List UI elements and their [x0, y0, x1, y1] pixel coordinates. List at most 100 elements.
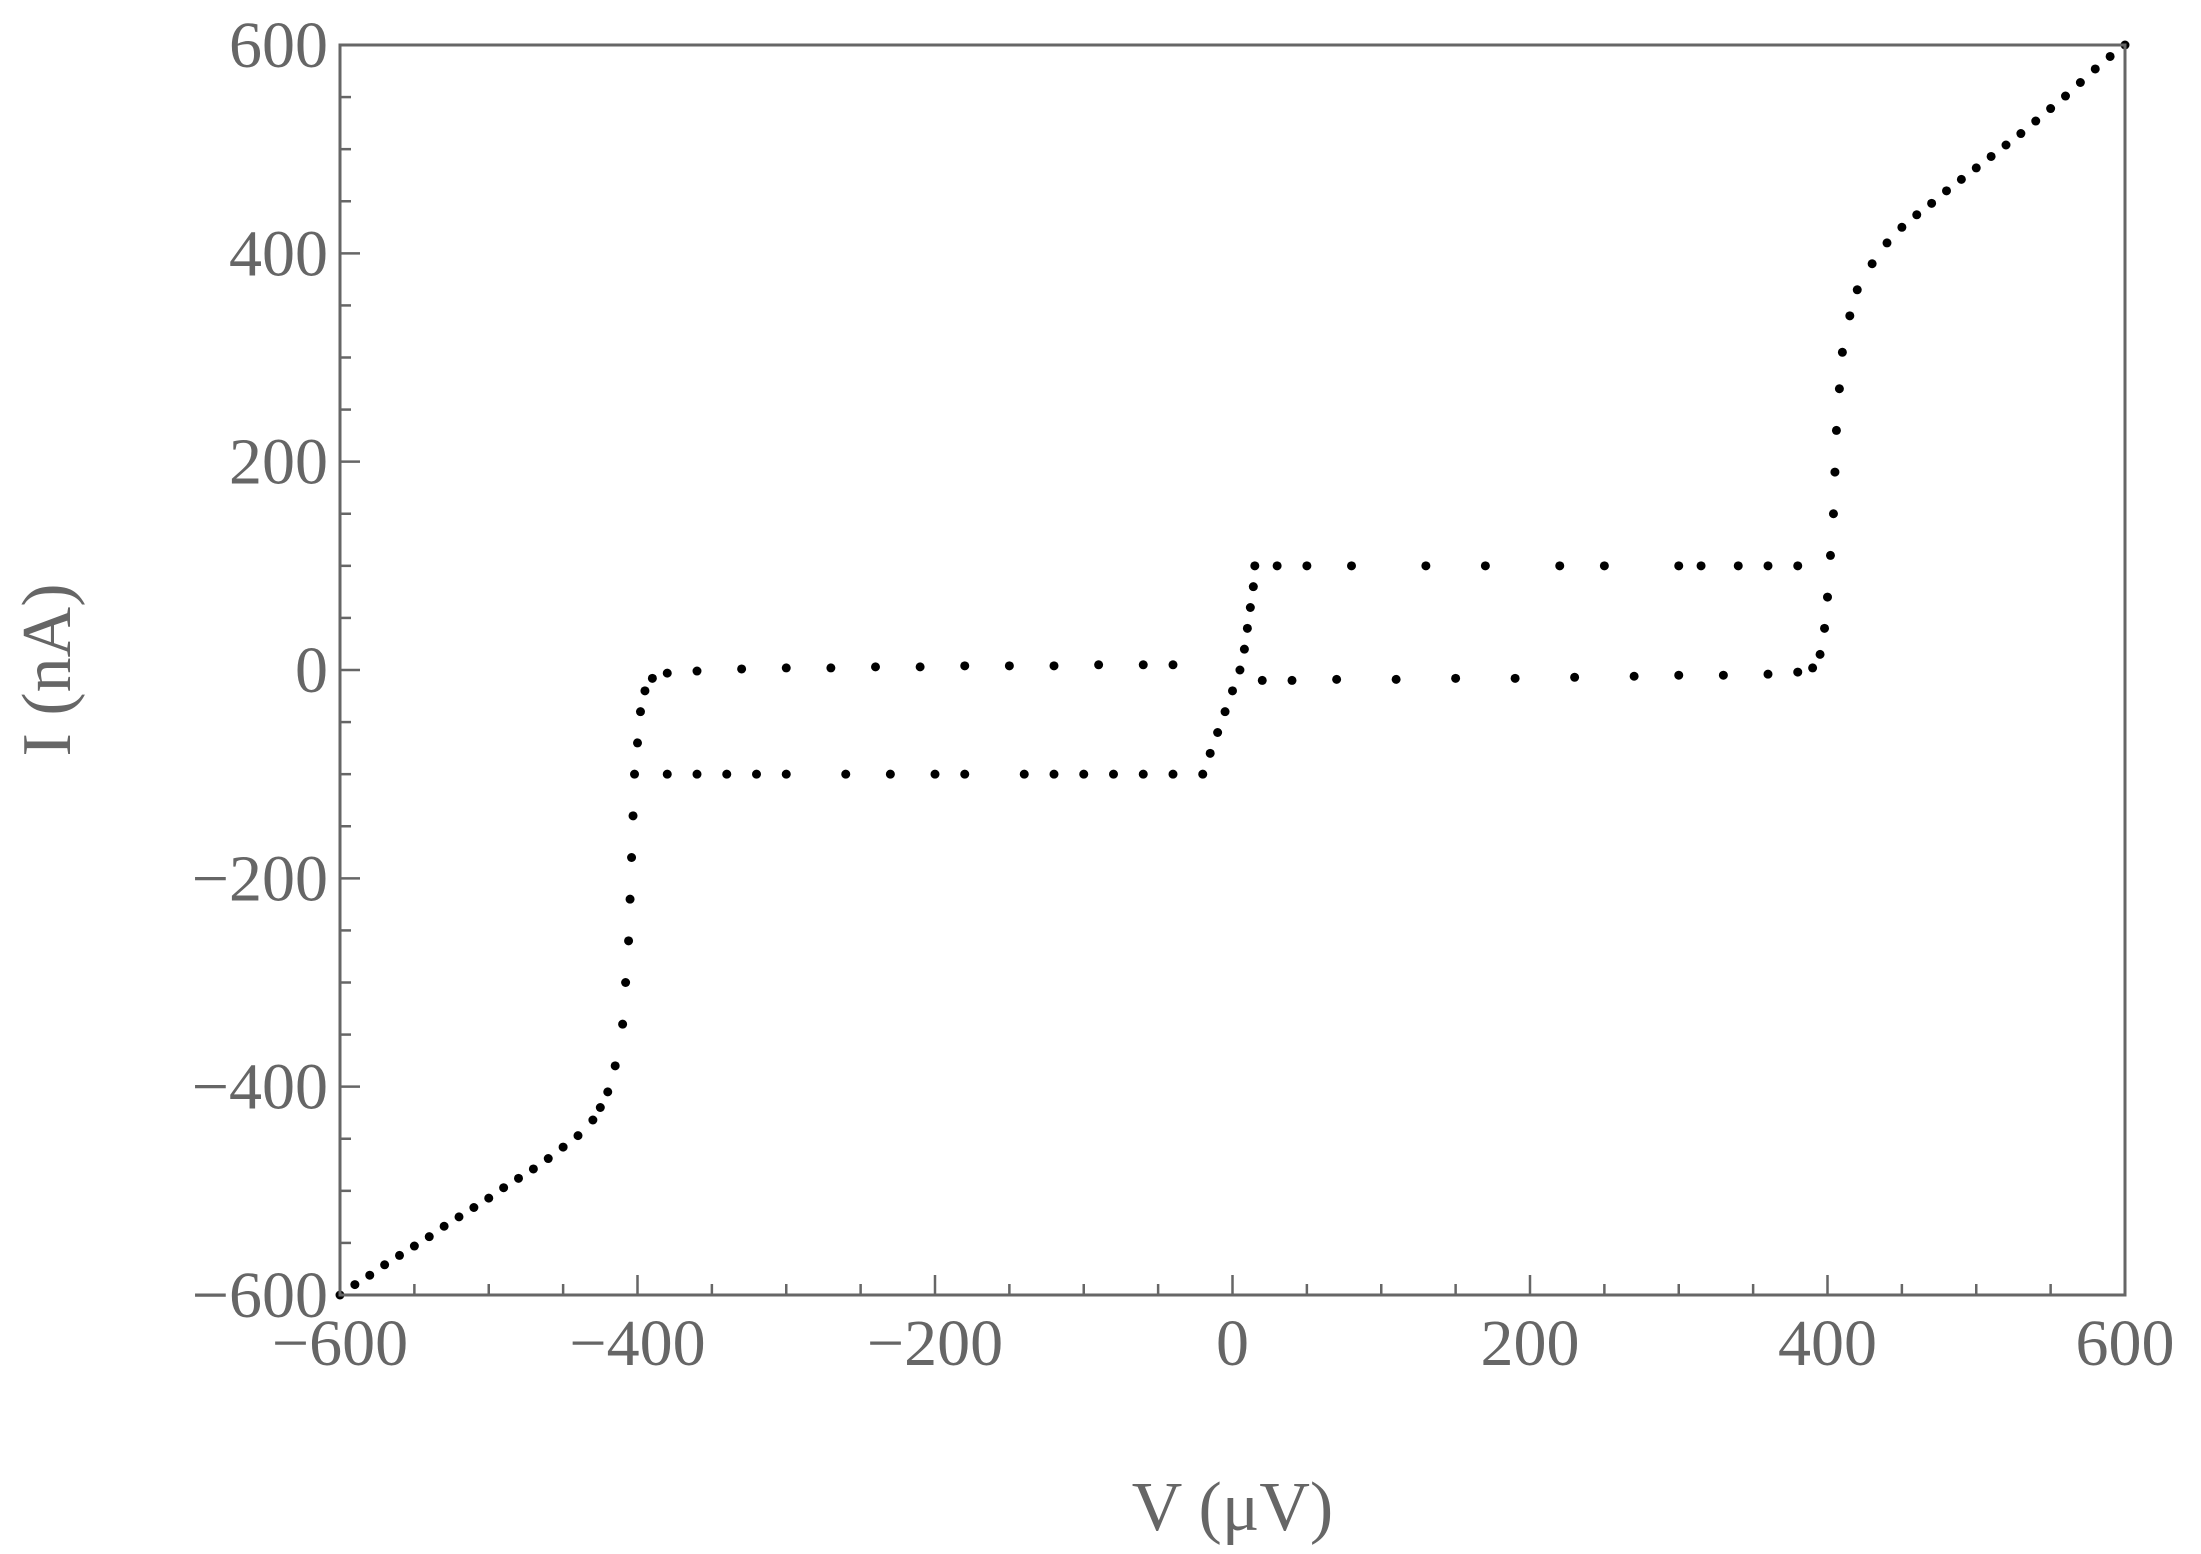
data-point — [1696, 561, 1706, 571]
data-point — [454, 1212, 464, 1222]
data-point — [1250, 561, 1260, 571]
data-point — [1733, 561, 1743, 571]
data-point — [365, 1270, 375, 1280]
data-point — [2046, 104, 2056, 114]
data-point — [640, 686, 650, 696]
tick-labels: −600 −400 −200 0 200 400 600 −600 −400 −200 0 200 40… — [192, 9, 2175, 1380]
data-point — [1956, 174, 1966, 184]
data-point — [960, 661, 970, 671]
data-point — [1599, 561, 1609, 571]
data-point — [1421, 561, 1431, 571]
data-point — [1971, 163, 1981, 173]
data-point — [722, 769, 732, 779]
data-point — [871, 662, 880, 672]
x-tick-label: 400 — [1778, 1307, 1877, 1380]
data-point — [885, 769, 895, 779]
data-point — [1347, 561, 1356, 571]
data-point — [633, 738, 642, 748]
y-tick-label: −600 — [192, 1259, 328, 1332]
data-point — [1830, 467, 1840, 477]
y-tick-label: 0 — [295, 634, 328, 707]
data-point — [1245, 603, 1255, 612]
x-tick-label: 0 — [1216, 1307, 1249, 1380]
data-point — [1718, 670, 1728, 680]
data-point — [1927, 198, 1937, 208]
data-point — [573, 1131, 583, 1141]
plot-frame — [338, 43, 2127, 1297]
data-point — [1235, 665, 1245, 675]
data-point — [1942, 186, 1951, 196]
data-point — [1220, 707, 1230, 717]
data-point — [1248, 582, 1258, 592]
x-axis-title: V (μV) — [1132, 1469, 1334, 1546]
data-point — [1004, 661, 1014, 671]
data-point — [1882, 238, 1892, 248]
data-point — [624, 936, 634, 946]
data-point — [1674, 561, 1684, 571]
data-point — [1825, 550, 1835, 560]
y-tick-label: −200 — [192, 842, 328, 915]
data-point — [380, 1260, 390, 1270]
data-point — [1094, 660, 1104, 670]
data-point — [1837, 347, 1847, 357]
data-point — [1808, 663, 1818, 673]
data-point — [621, 978, 631, 987]
y-tick-label: 200 — [229, 426, 328, 499]
data-point — [1555, 561, 1565, 571]
data-point — [2090, 64, 2100, 74]
data-point — [1823, 592, 1832, 602]
data-point — [1205, 748, 1215, 758]
data-point — [1138, 660, 1148, 670]
data-point — [1079, 769, 1089, 779]
data-point — [1820, 623, 1830, 633]
data-point — [1451, 673, 1461, 683]
data-points — [335, 40, 2130, 1300]
data-point — [558, 1142, 568, 1152]
data-point — [395, 1250, 404, 1260]
data-point — [2001, 140, 2011, 150]
data-point — [1815, 649, 1825, 659]
data-point — [1793, 561, 1803, 571]
data-point — [1834, 384, 1844, 394]
data-point — [1049, 769, 1059, 779]
data-point — [1845, 311, 1855, 321]
data-point — [630, 769, 640, 779]
data-point — [439, 1221, 449, 1231]
data-point — [930, 769, 940, 779]
data-point — [1213, 728, 1223, 737]
data-point — [1867, 259, 1877, 269]
data-point — [1986, 151, 1996, 161]
y-tick-label: 600 — [229, 9, 328, 82]
x-tick-label: 200 — [1481, 1307, 1580, 1380]
data-point — [1391, 674, 1401, 684]
data-point — [628, 811, 638, 821]
data-point — [543, 1154, 553, 1164]
data-point — [1228, 686, 1237, 696]
data-point — [1763, 561, 1773, 571]
x-tick-label: −200 — [867, 1307, 1003, 1380]
data-point — [737, 664, 747, 674]
data-point — [588, 1115, 598, 1125]
data-point — [1763, 669, 1773, 679]
data-point — [752, 769, 761, 779]
data-point — [647, 673, 657, 683]
data-point — [1793, 667, 1803, 677]
data-point — [915, 662, 925, 672]
data-point — [826, 663, 836, 673]
data-point — [635, 707, 645, 717]
data-point — [1674, 670, 1684, 680]
data-point — [2105, 51, 2115, 61]
y-tick-label: 400 — [229, 217, 328, 290]
data-point — [1287, 675, 1297, 685]
data-point — [603, 1087, 613, 1097]
data-point — [1138, 769, 1148, 779]
data-point — [2075, 78, 2085, 87]
data-point — [1168, 769, 1178, 779]
data-point — [1242, 623, 1252, 633]
data-point — [1570, 672, 1580, 682]
data-point — [781, 663, 791, 673]
data-point — [1629, 671, 1639, 681]
data-point — [595, 1103, 605, 1112]
data-point — [662, 769, 672, 779]
